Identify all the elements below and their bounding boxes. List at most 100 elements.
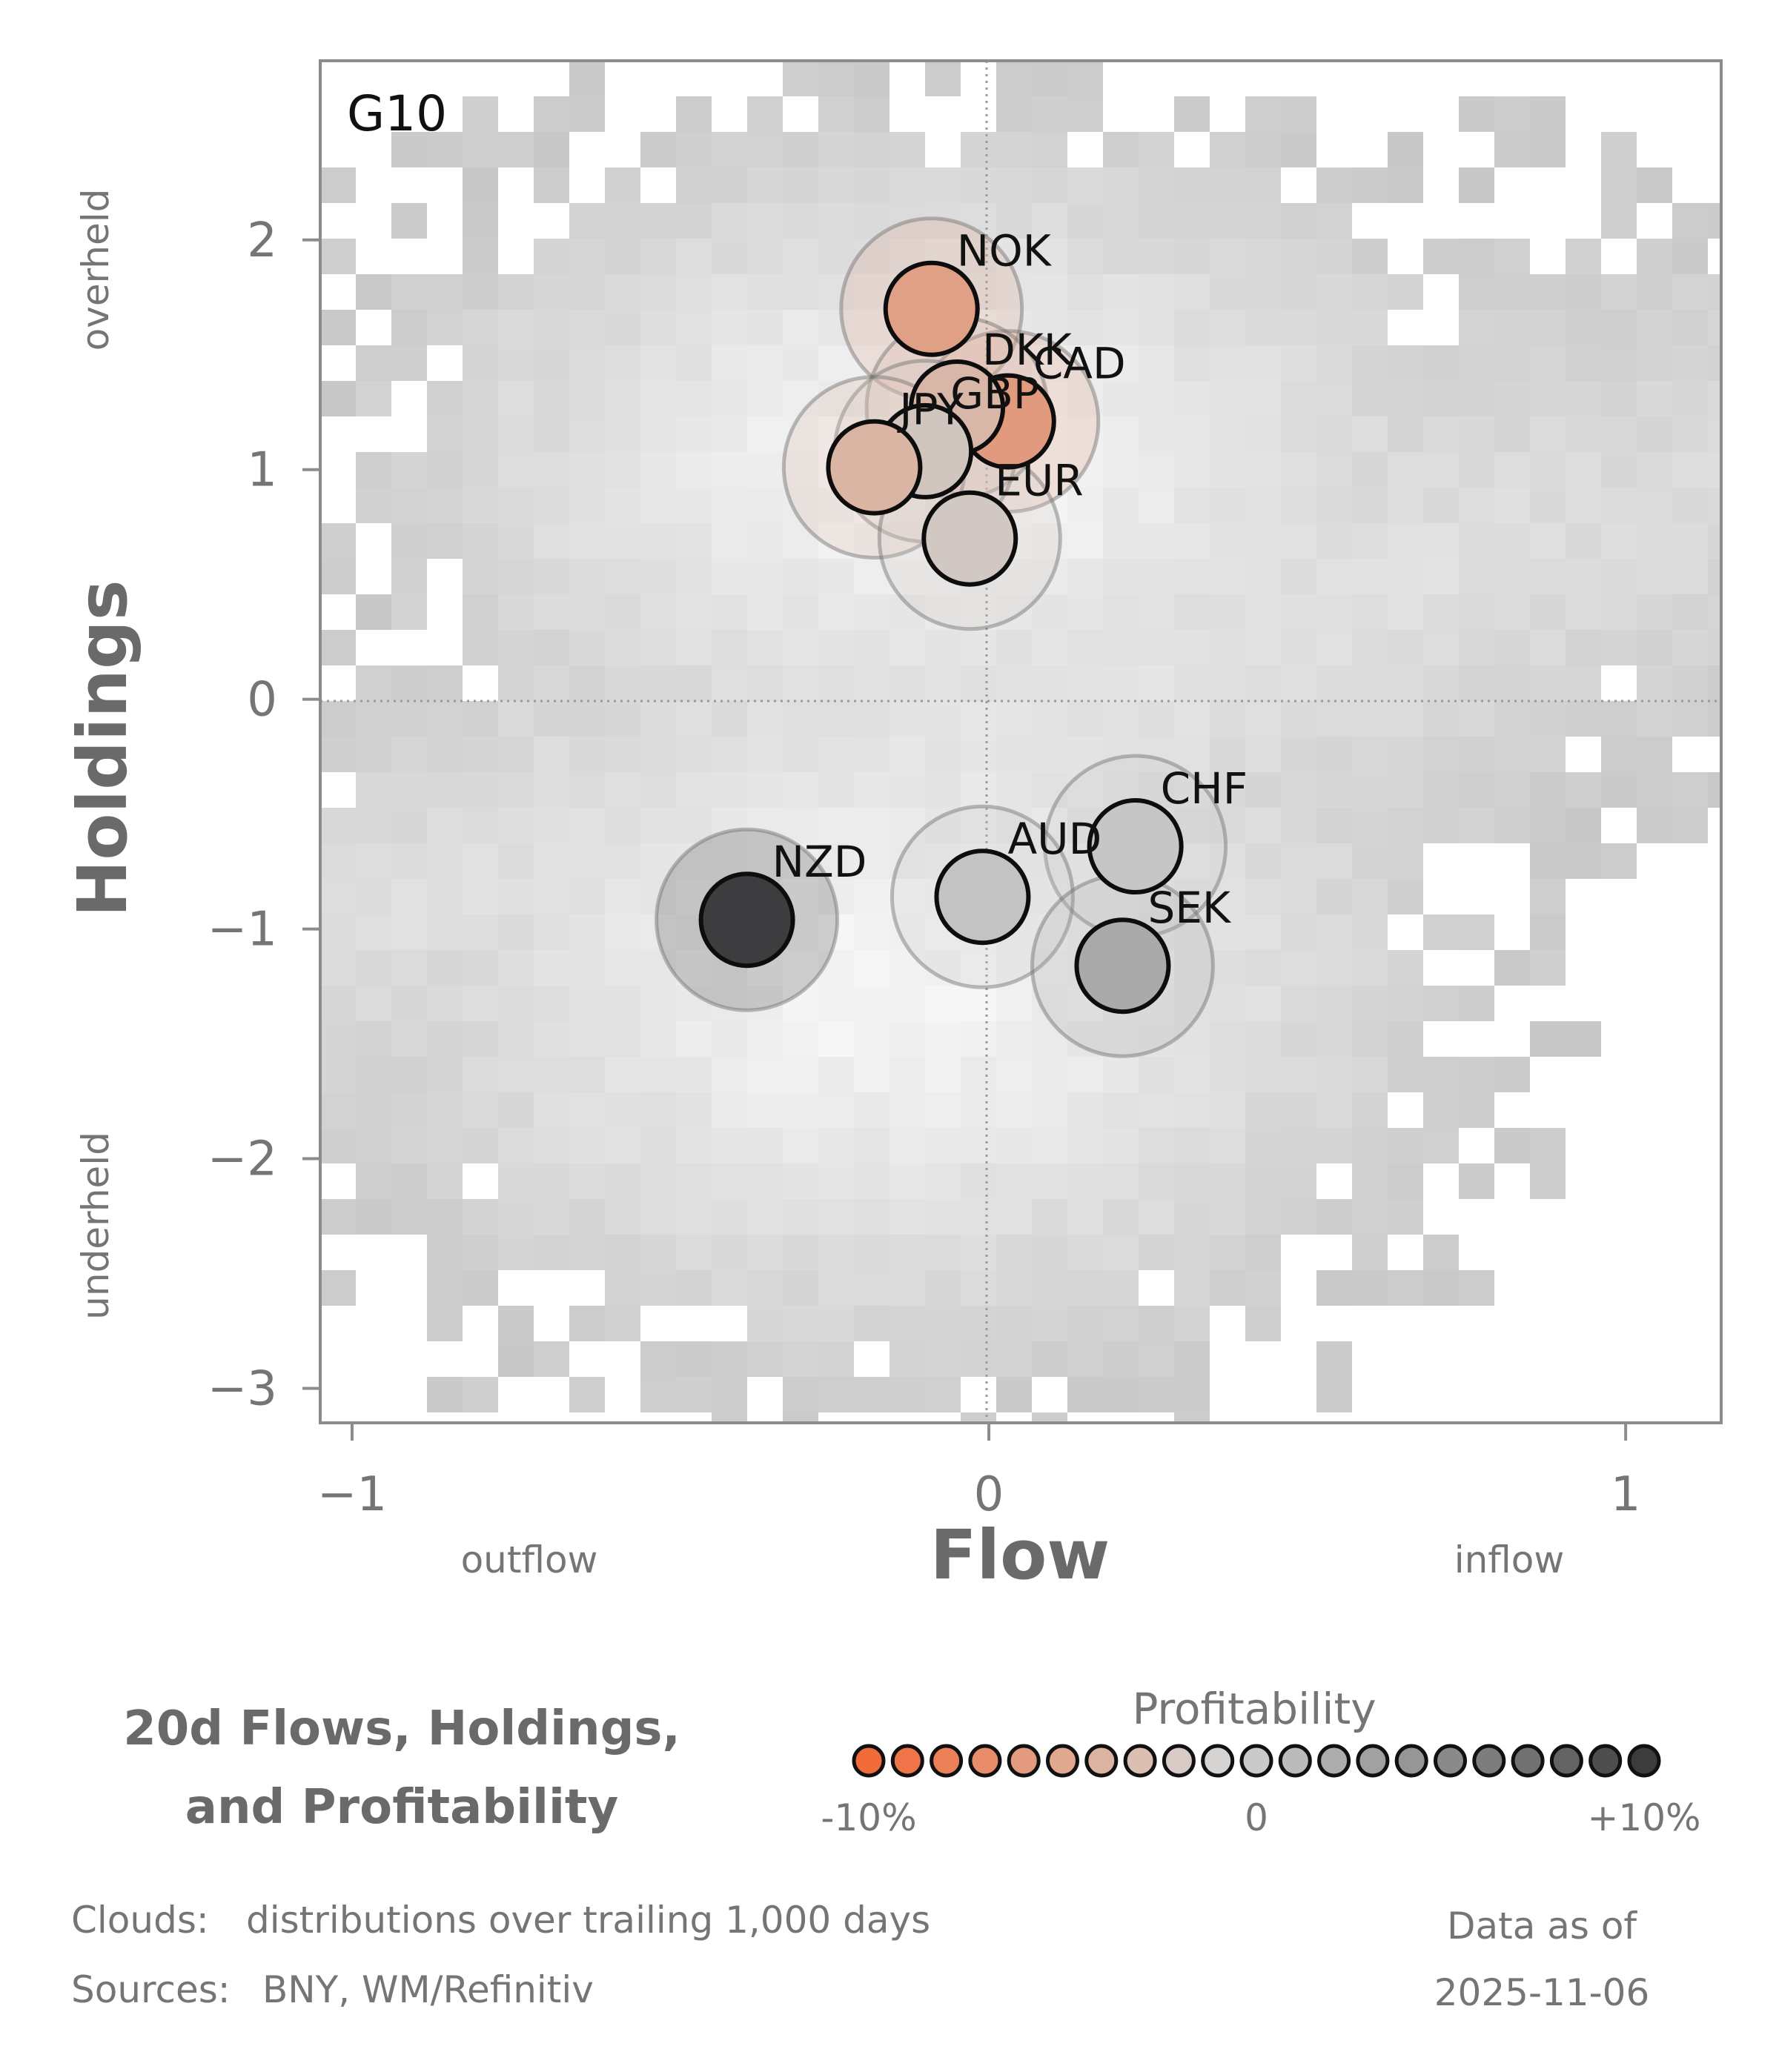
cloud-cell [1423,665,1459,701]
cloud-cell [640,488,676,523]
cloud-cell [818,96,854,132]
cloud-cell [534,1341,569,1377]
cloud-cell [1210,914,1245,950]
cloud-cell [1210,843,1245,879]
cloud-cell [890,879,925,914]
cloud-cell [676,488,712,523]
cloud-cell [818,1057,854,1092]
cloud-cell [1530,488,1566,523]
cloud-cell [569,61,605,96]
cloud-cell [1103,1021,1139,1057]
legend-swatch [1046,1744,1079,1778]
cloud-cell [463,1057,498,1092]
cloud-cell [1316,523,1352,559]
cloud-cell [427,1021,463,1057]
cloud-cell [961,1341,996,1377]
cloud-cell [605,167,640,203]
cloud-cell [961,630,996,665]
cloud-cell [1459,1057,1494,1092]
cloud-cell [463,523,498,559]
cloud-cell [605,808,640,843]
cloud-cell [1316,381,1352,416]
cloud-cell [854,986,890,1021]
y-tick-label: −2 [208,1132,277,1187]
cloud-cell [427,772,463,808]
cloud-cell [747,416,783,452]
cloud-cell [1388,1163,1423,1199]
cloud-cell [996,1235,1032,1270]
label-nok: NOK [957,226,1053,276]
cloud-cell [1494,345,1530,381]
cloud-cell [1601,167,1637,203]
cloud-cell [605,239,640,274]
cloud-cell [1245,843,1281,879]
cloud-cell [783,1128,818,1163]
cloud-cell [783,630,818,665]
cloud-cell [1139,1341,1174,1377]
cloud-cell [1067,274,1103,310]
cloud-cell [1174,737,1210,772]
cloud-cell [818,1377,854,1412]
cloud-cell [1459,630,1494,665]
cloud-cell [747,808,783,843]
distribution-cloud [320,61,1721,1423]
cloud-cell [569,950,605,986]
cloud-cell [1459,452,1494,488]
cloud-cell [1210,1128,1245,1163]
cloud-cell [1210,1235,1245,1270]
cloud-cell [640,345,676,381]
cloud-cell [1067,61,1103,96]
cloud-cell [640,523,676,559]
cloud-cell [1174,523,1210,559]
cloud-cell [1032,772,1067,808]
cloud-cell [569,1128,605,1163]
cloud-cell [961,950,996,986]
cloud-cell [569,986,605,1021]
cloud-cell [712,488,747,523]
cloud-cell [747,772,783,808]
cloud-cell [1174,986,1210,1021]
cloud-cell [640,843,676,879]
y-tick-label: −1 [208,903,277,957]
cloud-cell [1423,523,1459,559]
legend-swatch [1511,1744,1545,1778]
cloud-cell [1281,488,1316,523]
cloud-cell [534,96,569,132]
cloud-cell [427,1163,463,1199]
cloud-cell [818,1021,854,1057]
cloud-cell [1530,381,1566,416]
cloud-cell [1494,523,1530,559]
cloud-cell [676,1057,712,1092]
cloud-cell [1316,772,1352,808]
cloud-cell [1174,310,1210,345]
cloud-cell [427,737,463,772]
cloud-cell [783,381,818,416]
cloud-cell [391,488,427,523]
cloud-cell [1032,239,1067,274]
cloud-cell [1566,452,1601,488]
cloud-cell [463,96,498,132]
cloud-cell [1708,416,1721,452]
cloud-cell [996,203,1032,239]
cloud-cell [890,808,925,843]
cloud-cell [498,1163,534,1199]
cloud-cell [1245,96,1281,132]
cloud-cell [1210,665,1245,701]
cloud-cell [569,701,605,737]
cloud-cell [925,701,961,737]
cloud-cell [890,1092,925,1128]
cloud-cell [605,1199,640,1235]
cloud-cell [569,665,605,701]
y-axis-ticks: 2 1 0 −1 −2 −3 [208,213,320,1417]
cloud-cell [1708,523,1721,559]
cloud-cell [1139,132,1174,167]
cloud-cell [640,1341,676,1377]
cloud-cell [1423,1057,1459,1092]
cloud-cell [1067,1377,1103,1412]
cloud-cell [1245,559,1281,594]
cloud-cell [712,1163,747,1199]
point-jpy [826,419,923,516]
cloud-cell [961,1270,996,1306]
cloud-cell [783,843,818,879]
cloud-cell [1103,1128,1139,1163]
